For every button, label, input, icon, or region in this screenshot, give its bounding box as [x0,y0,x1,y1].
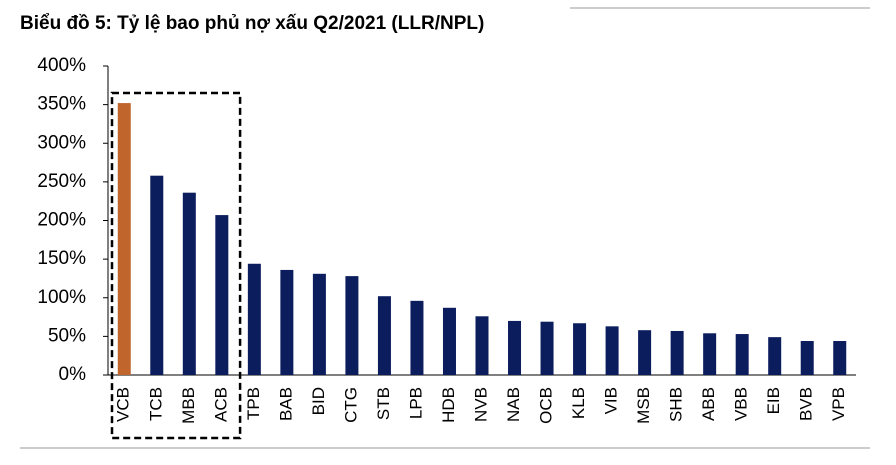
x-tick-label: BAB [276,387,295,421]
y-tick-label: 150% [37,248,86,269]
bar [475,316,489,375]
x-tick-label: NAB [504,387,523,422]
x-tick-label: TPB [244,387,263,420]
x-tick-label: ACB [211,387,230,422]
bar [800,341,814,375]
x-tick-label: STB [374,387,393,420]
bar [833,341,847,375]
bar [410,300,424,375]
bar [345,276,359,375]
bar [247,263,261,375]
bar [573,323,587,375]
bar [638,330,652,375]
y-tick-label: 0% [59,364,87,385]
x-tick-label: BVB [797,387,816,421]
y-tick-label: 200% [37,210,86,231]
chart-title: Biểu đồ 5: Tỷ lệ bao phủ nợ xấu Q2/2021 … [20,13,484,34]
bar [182,192,196,375]
bar [735,334,749,375]
bar [605,326,619,375]
y-tick-label: 400% [37,55,86,76]
x-tick-label: ABB [699,387,718,421]
x-tick-label: MBB [179,387,198,424]
x-tick-label: MSB [634,387,653,424]
bar [508,320,522,375]
bar [117,103,131,375]
bar [312,273,326,375]
x-tick-label: NVB [471,387,490,422]
x-tick-label: CTG [341,387,360,423]
bar [150,175,164,375]
bar [215,215,229,375]
x-tick-label: HDB [439,387,458,423]
y-tick-label: 50% [48,325,86,346]
bar [703,333,717,375]
bar [442,307,456,375]
bar [670,330,684,375]
x-tick-label: LPB [406,387,425,419]
y-tick-label: 100% [37,287,86,308]
x-tick-label: EIB [764,387,783,414]
x-tick-label: VPB [829,387,848,421]
x-tick-label: KLB [569,387,588,419]
x-tick-label: VIB [602,387,621,414]
x-tick-label: OCB [537,387,556,424]
bar [377,296,391,375]
bar [540,321,554,375]
highlight-box [110,91,242,440]
x-tick-label: BID [309,387,328,415]
x-tick-label: VCB [114,387,133,422]
bar [768,337,782,375]
x-tick-label: TCB [146,387,165,421]
x-tick-label: VBB [732,387,751,421]
x-tick-label: SHB [667,387,686,422]
y-tick-label: 250% [37,171,86,192]
bar [280,269,294,375]
y-tick-label: 350% [37,94,86,115]
y-tick-label: 300% [37,132,86,153]
